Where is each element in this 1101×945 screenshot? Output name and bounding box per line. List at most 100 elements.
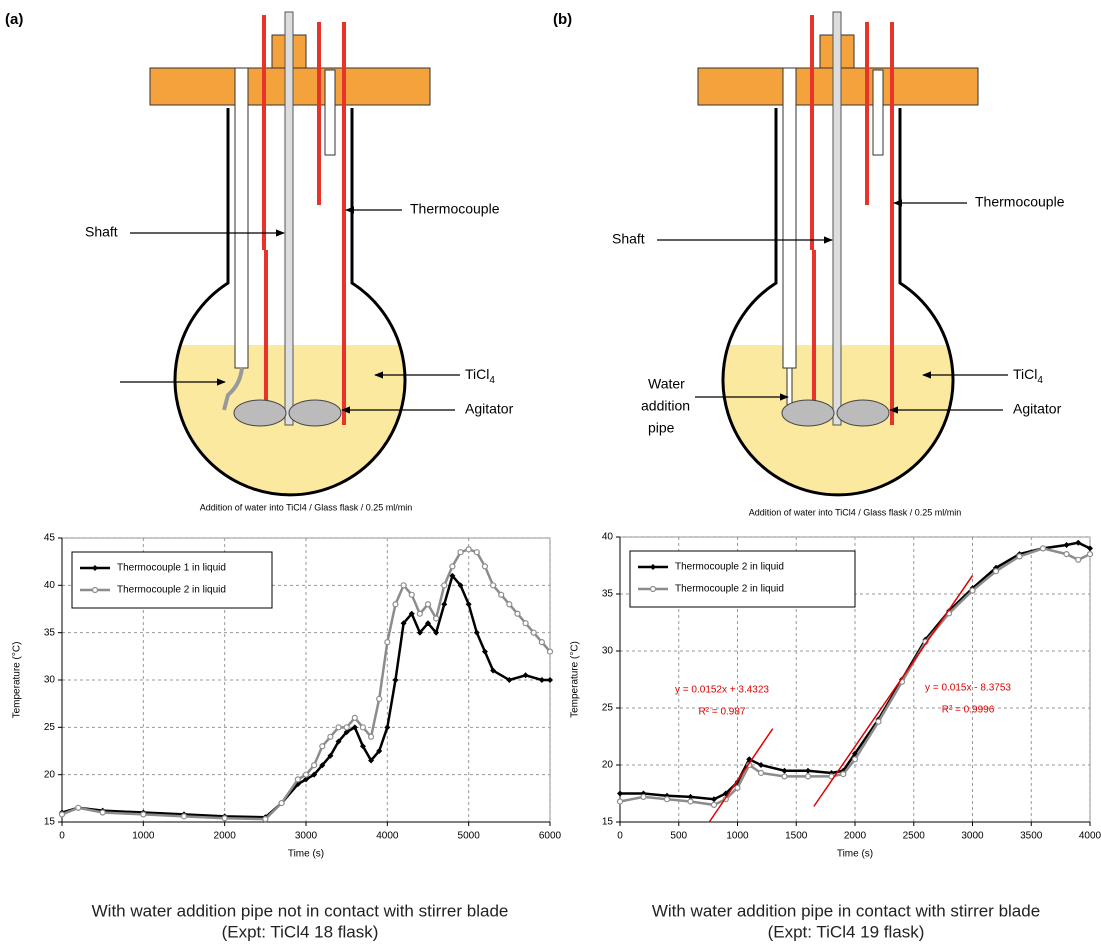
pipe-end — [222, 367, 244, 411]
diagram-label: Agitator — [465, 401, 514, 417]
y-tick-label: 30 — [44, 675, 56, 686]
x-tick-label: 0 — [59, 831, 65, 842]
point — [392, 677, 399, 683]
y-tick-label: 15 — [44, 817, 56, 828]
agitator-blade — [288, 399, 342, 427]
y-tick-label: 15 — [602, 817, 614, 828]
point — [1016, 553, 1023, 560]
point — [465, 546, 472, 553]
point — [449, 572, 456, 579]
point — [1087, 545, 1093, 552]
point — [538, 639, 545, 646]
trendline — [813, 575, 974, 807]
point — [734, 784, 741, 791]
x-tick-label: 5000 — [458, 831, 481, 842]
point — [514, 610, 521, 617]
legend-marker — [92, 565, 98, 571]
point — [400, 582, 407, 589]
point — [278, 799, 285, 807]
x-tick-label: 500 — [670, 831, 687, 842]
legend-marker — [91, 586, 99, 594]
y-tick-label: 40 — [44, 580, 56, 591]
x-tick-label: 4000 — [1079, 831, 1101, 842]
point — [58, 811, 66, 818]
caption: (Expt: TiCl4 18 flask) — [222, 922, 379, 941]
point — [640, 793, 647, 801]
point — [319, 762, 326, 769]
point — [711, 796, 717, 803]
point — [1063, 541, 1070, 548]
point — [969, 587, 976, 594]
point — [408, 610, 415, 617]
point — [498, 591, 505, 598]
agitator-blade — [781, 399, 835, 427]
x-axis-label: Time (s) — [288, 849, 324, 860]
chart-title: Addition of water into TiCl4 / Glass fla… — [200, 502, 413, 512]
point — [781, 767, 788, 774]
x-tick-label: 2500 — [903, 831, 926, 842]
point — [992, 568, 1000, 575]
annotation: y = 0.015x - 8.3753 — [925, 683, 1011, 694]
point — [687, 793, 694, 800]
y-tick-label: 45 — [44, 533, 56, 544]
x-tick-label: 0 — [617, 831, 623, 842]
diagram-label: addition — [641, 398, 690, 414]
point — [294, 776, 301, 783]
y-axis-label: Temperature (°C) — [570, 641, 581, 718]
point — [327, 733, 334, 740]
point — [180, 813, 188, 820]
shaft — [832, 11, 842, 426]
point — [489, 582, 497, 589]
point — [351, 724, 358, 731]
point — [425, 620, 431, 627]
point — [1075, 556, 1082, 563]
point — [359, 743, 366, 750]
annotation: R² = 0.987 — [699, 707, 746, 718]
point — [392, 601, 399, 608]
sleeve — [872, 69, 884, 156]
y-tick-label: 20 — [602, 760, 614, 771]
point — [262, 816, 269, 823]
y-tick-label: 35 — [44, 627, 56, 638]
point — [335, 738, 342, 745]
x-tick-label: 1500 — [785, 831, 808, 842]
point — [433, 615, 440, 622]
y-tick-label: 20 — [44, 769, 56, 780]
point — [441, 601, 448, 608]
point — [522, 620, 529, 627]
diagram-label: TiCl4 — [1013, 366, 1043, 386]
series-line — [61, 548, 551, 821]
point — [408, 591, 415, 598]
panel-label: (b) — [553, 11, 572, 28]
point — [465, 601, 472, 608]
point — [424, 601, 432, 608]
water-pipe — [782, 67, 797, 369]
x-tick-label: 2000 — [214, 831, 237, 842]
x-tick-label: 2000 — [844, 831, 867, 842]
x-tick-label: 6000 — [539, 831, 562, 842]
label-text: TiCl — [465, 366, 489, 382]
point — [781, 773, 788, 780]
point — [99, 809, 106, 816]
point — [840, 771, 847, 778]
legend-box — [71, 551, 273, 609]
y-tick-label: 35 — [602, 589, 614, 600]
flask-outline — [721, 108, 955, 497]
y-axis-label: Temperature (°C) — [12, 642, 23, 719]
diagram-label: Thermocouple — [975, 194, 1065, 210]
point — [376, 748, 383, 754]
point — [302, 771, 310, 778]
point — [710, 801, 718, 809]
point — [343, 729, 350, 736]
flask-outline — [173, 108, 407, 497]
point — [367, 733, 375, 740]
point — [441, 582, 448, 589]
x-tick-label: 1000 — [132, 831, 155, 842]
sleeve — [324, 69, 336, 156]
point — [538, 677, 545, 683]
point — [506, 601, 513, 608]
diagram-label: pipe — [648, 420, 675, 436]
diagram-label: Shaft — [85, 224, 118, 240]
point — [351, 714, 358, 721]
